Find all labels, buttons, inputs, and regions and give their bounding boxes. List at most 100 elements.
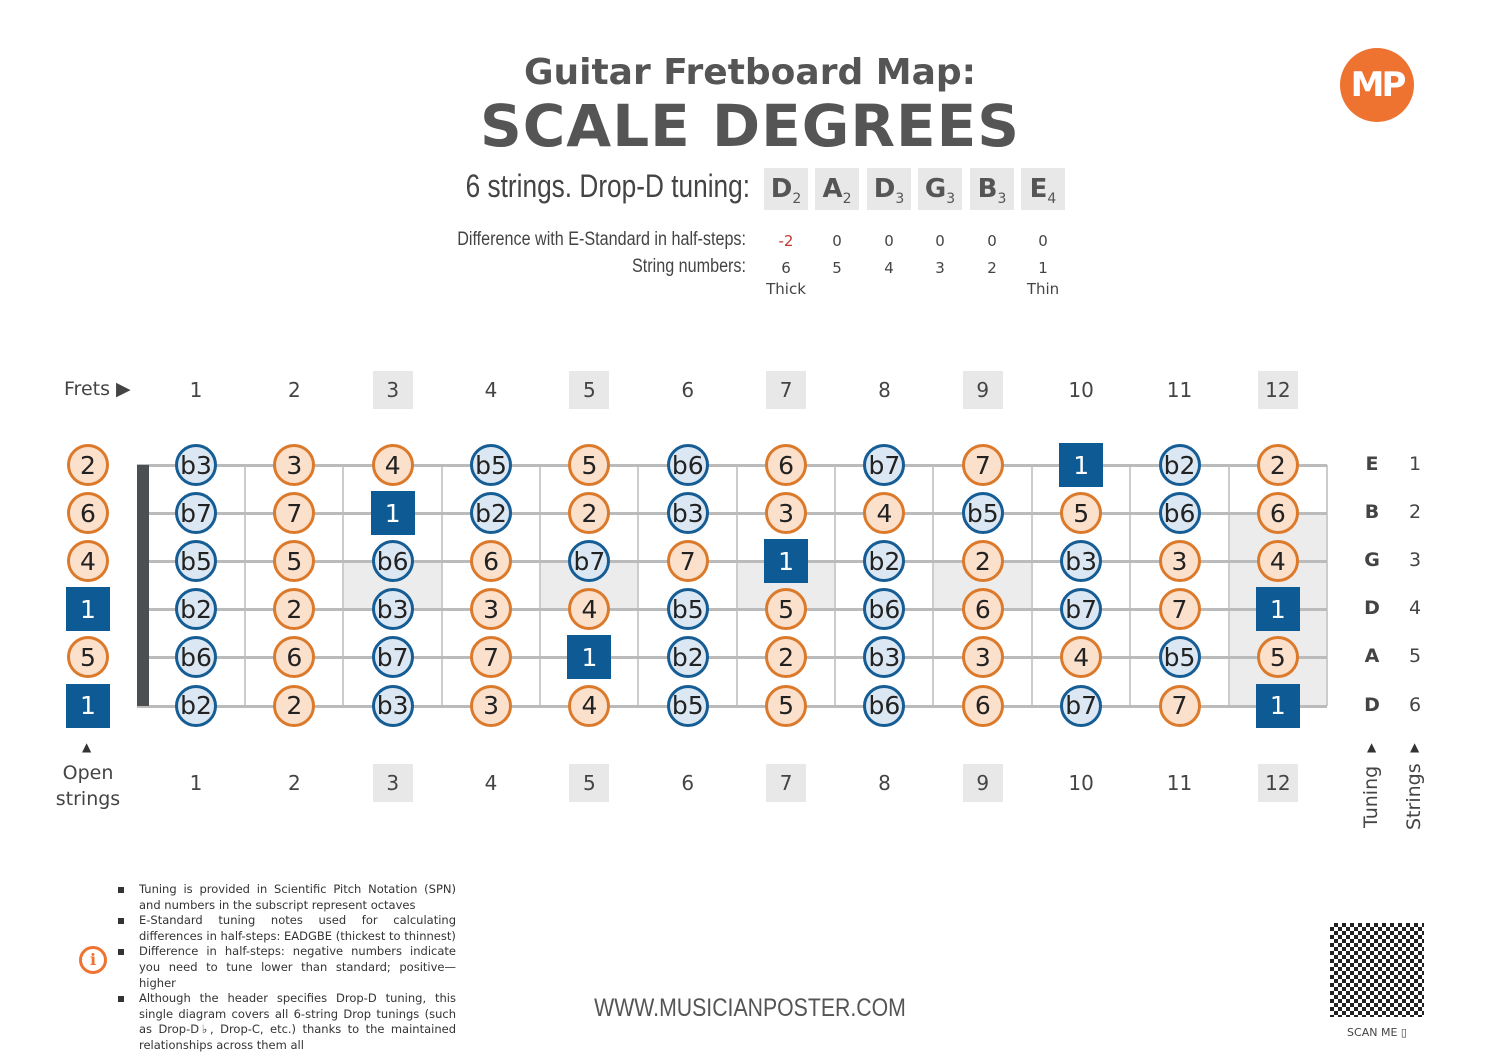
degree-marker[interactable]: 5 — [67, 636, 109, 679]
degree-marker[interactable]: 6 — [470, 540, 513, 583]
degree-marker[interactable]: b5 — [470, 444, 513, 486]
degree-marker[interactable]: 4 — [568, 684, 611, 727]
fret-number-top: 5 — [569, 371, 610, 409]
degree-marker[interactable]: b2 — [863, 540, 906, 583]
string-name: G — [1364, 549, 1380, 572]
degree-marker[interactable]: 3 — [765, 492, 808, 535]
degree-marker[interactable]: b7 — [1060, 588, 1103, 631]
root-marker[interactable]: 1 — [66, 683, 110, 728]
degree-marker[interactable]: b5 — [666, 588, 709, 631]
degree-marker[interactable]: b2 — [175, 684, 217, 727]
fret-number-bottom: 3 — [372, 764, 413, 802]
degree-marker[interactable]: 5 — [273, 540, 316, 583]
degree-marker[interactable]: 6 — [765, 444, 808, 486]
degree-marker[interactable]: 4 — [863, 492, 906, 535]
note-letter: G — [924, 174, 947, 204]
degree-marker[interactable]: 6 — [273, 636, 316, 679]
fret-number-bottom: 2 — [287, 771, 301, 795]
degree-marker[interactable]: 4 — [568, 588, 611, 631]
degree-marker[interactable]: 2 — [765, 636, 808, 679]
root-marker[interactable]: 1 — [1059, 443, 1104, 487]
root-marker[interactable]: 1 — [567, 635, 612, 680]
degree-marker[interactable]: b7 — [863, 444, 906, 486]
degree-marker[interactable]: 5 — [765, 684, 808, 727]
degree-marker[interactable]: 3 — [961, 636, 1004, 679]
degree-marker[interactable]: 4 — [1060, 636, 1103, 679]
tuning-label: 6 strings. Drop-D tuning: — [465, 168, 750, 204]
degree-marker[interactable]: 6 — [961, 588, 1004, 631]
degree-marker[interactable]: 2 — [273, 684, 316, 727]
degree-marker[interactable]: 2 — [961, 540, 1004, 583]
degree-marker[interactable]: 3 — [273, 444, 316, 486]
degree-marker[interactable]: b7 — [371, 636, 414, 679]
degree-marker[interactable]: 5 — [1060, 492, 1103, 535]
degree-marker[interactable]: b5 — [961, 492, 1004, 535]
degree-marker[interactable]: 2 — [273, 588, 316, 631]
degree-marker[interactable]: 7 — [1158, 684, 1201, 727]
fret-number-top: 1 — [189, 378, 203, 402]
degree-marker[interactable]: b7 — [175, 492, 217, 535]
degree-marker[interactable]: 7 — [273, 492, 316, 535]
degree-marker[interactable]: b6 — [175, 636, 217, 679]
degree-marker[interactable]: b6 — [666, 444, 709, 486]
root-marker[interactable]: 1 — [66, 587, 110, 632]
degree-marker[interactable]: b2 — [470, 492, 513, 535]
triangle-right-icon: ▶ — [116, 378, 131, 400]
degree-marker[interactable]: b3 — [175, 444, 217, 486]
string-number: 6 — [781, 259, 791, 277]
subtitle: SCALE DEGREES — [479, 92, 1021, 160]
degree-marker[interactable]: b2 — [175, 588, 217, 631]
tuning-note-1: A2 — [815, 168, 859, 210]
tuning-note-0: D2 — [764, 168, 808, 210]
degree-marker[interactable]: 3 — [1158, 540, 1201, 583]
website-link[interactable]: WWW.MUSICIANPOSTER.COM — [594, 994, 906, 1022]
root-marker[interactable]: 1 — [370, 491, 415, 536]
degree-marker[interactable]: b5 — [666, 684, 709, 727]
degree-marker[interactable]: 4 — [67, 540, 109, 583]
string-num: 6 — [1408, 693, 1422, 716]
string-name: B — [1364, 501, 1380, 524]
degree-marker[interactable]: b6 — [1158, 492, 1201, 535]
degree-marker[interactable]: b6 — [863, 684, 906, 727]
octave: 3 — [997, 191, 1007, 208]
octave: 4 — [1047, 191, 1057, 208]
degree-marker[interactable]: b7 — [1060, 684, 1103, 727]
octave: 3 — [895, 191, 905, 208]
degree-marker[interactable]: 5 — [1256, 636, 1299, 679]
degree-marker[interactable]: 2 — [568, 492, 611, 535]
degree-marker[interactable]: b2 — [666, 636, 709, 679]
degree-marker[interactable]: 2 — [1256, 444, 1299, 486]
fret-number-bottom: 7 — [766, 764, 807, 802]
degree-marker[interactable]: 2 — [67, 444, 109, 486]
degree-marker[interactable]: b5 — [175, 540, 217, 583]
degree-marker[interactable]: b3 — [1060, 540, 1103, 583]
degree-marker[interactable]: 7 — [1158, 588, 1201, 631]
degree-marker[interactable]: 3 — [470, 684, 513, 727]
degree-marker[interactable]: b3 — [371, 684, 414, 727]
root-marker[interactable]: 1 — [1255, 683, 1300, 728]
degree-marker[interactable]: 7 — [470, 636, 513, 679]
degree-marker[interactable]: 4 — [371, 444, 414, 486]
degree-marker[interactable]: 6 — [1256, 492, 1299, 535]
degree-marker[interactable]: b2 — [1158, 444, 1201, 486]
qr-code[interactable] — [1330, 923, 1424, 1017]
notes-list: Tuning is provided in Scientific Pitch N… — [118, 882, 456, 1054]
degree-marker[interactable]: 7 — [666, 540, 709, 583]
degree-marker[interactable]: 4 — [1256, 540, 1299, 583]
degree-marker[interactable]: b5 — [1158, 636, 1201, 679]
degree-marker[interactable]: 6 — [961, 684, 1004, 727]
degree-marker[interactable]: 7 — [961, 444, 1004, 486]
degree-marker[interactable]: 6 — [67, 492, 109, 535]
degree-marker[interactable]: b3 — [863, 636, 906, 679]
root-marker[interactable]: 1 — [1255, 587, 1300, 632]
degree-marker[interactable]: 3 — [470, 588, 513, 631]
degree-marker[interactable]: b6 — [863, 588, 906, 631]
degree-marker[interactable]: 5 — [765, 588, 808, 631]
degree-marker[interactable]: 5 — [568, 444, 611, 486]
degree-marker[interactable]: b7 — [568, 540, 611, 583]
degree-marker[interactable]: b3 — [666, 492, 709, 535]
root-marker[interactable]: 1 — [764, 539, 809, 584]
fret-number-bottom: 9 — [962, 764, 1003, 802]
degree-marker[interactable]: b3 — [371, 588, 414, 631]
degree-marker[interactable]: b6 — [371, 540, 414, 583]
